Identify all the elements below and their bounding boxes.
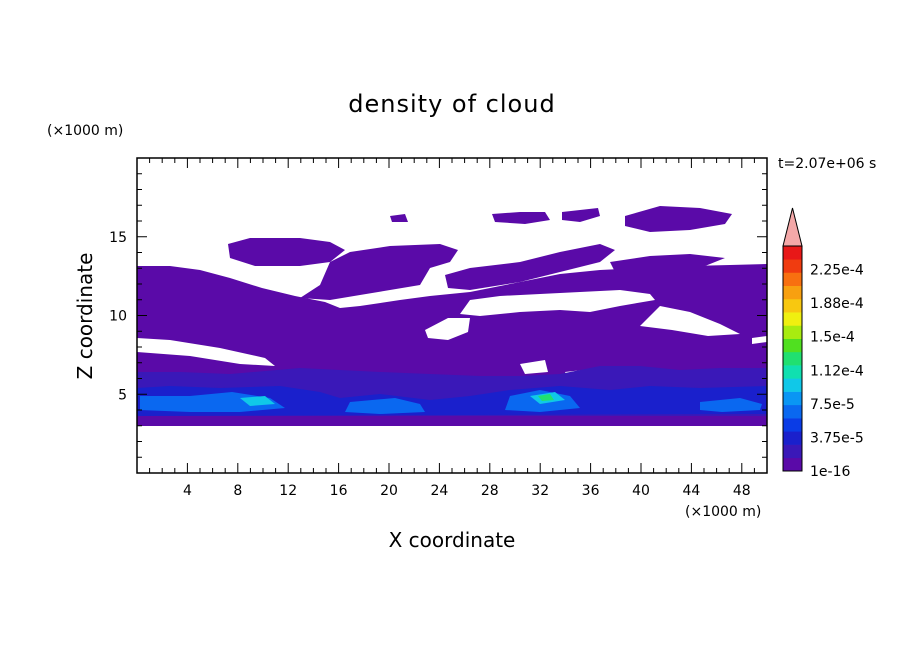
- colorbar-label: 1e-16: [810, 464, 850, 480]
- colorbar-label: 1.88e-4: [810, 296, 864, 312]
- cloud-region-core-1: [140, 392, 285, 412]
- colorbar-band: [783, 391, 802, 406]
- clear-gap-hole-2: [640, 306, 740, 336]
- cloud-region-bottom-edge: [137, 416, 767, 426]
- x-tick-label: 8: [233, 483, 242, 499]
- y-axis: 5 10 15: [109, 173, 767, 458]
- plot-area: [137, 206, 767, 473]
- x-tick-label: 24: [430, 483, 448, 499]
- colorbar-extend-arrow: [782, 207, 803, 247]
- time-label: t=2.07e+06 s: [778, 156, 876, 172]
- colorbar-band: [783, 325, 802, 339]
- y-axis-label: Z coordinate: [73, 253, 97, 380]
- colorbar-label: 1.5e-4: [810, 330, 855, 346]
- y-unit-label: (×1000 m): [47, 123, 123, 139]
- colorbar-label: 1.12e-4: [810, 363, 864, 379]
- colorbar-band: [783, 378, 802, 392]
- colorbar: 1e-16 3.75e-5 7.5e-5 1.12e-4 1.5e-4 1.88e-4 2.…: [782, 207, 864, 480]
- colorbar-band: [783, 312, 802, 326]
- colorbar-label: 7.5e-5: [810, 397, 855, 413]
- cloud-region-lower-blue: [137, 386, 767, 416]
- x-tick-label: 12: [279, 483, 297, 499]
- colorbar-band: [783, 338, 802, 353]
- x-tick-label: 4: [183, 483, 192, 499]
- cloud-region-patch-a: [390, 214, 408, 222]
- colorbar-band: [783, 285, 802, 300]
- colorbar-band: [783, 351, 802, 366]
- y-tick-label: 15: [109, 230, 127, 246]
- x-tick-label: 48: [733, 483, 751, 499]
- colorbar-band: [783, 259, 802, 273]
- clear-gap-band-left: [137, 338, 275, 366]
- x-unit-label: (×1000 m): [685, 504, 761, 520]
- y-tick-label: 10: [109, 309, 127, 325]
- x-tick-label: 44: [682, 483, 700, 499]
- clear-gap-hole-1: [425, 318, 470, 340]
- colorbar-label: 3.75e-5: [810, 430, 864, 446]
- colorbar-band: [783, 418, 802, 432]
- y-tick-label: 5: [118, 387, 127, 403]
- clear-gap-upper: [460, 290, 655, 316]
- colorbar-band: [783, 404, 802, 419]
- clear-gap-band-right: [752, 336, 767, 344]
- cloud-region-patch-b: [492, 212, 550, 224]
- cloud-region-patch-c: [562, 208, 600, 222]
- colorbar-label: 2.25e-4: [810, 263, 864, 279]
- cloud-region-upper-left: [228, 238, 345, 266]
- colorbar-band: [783, 298, 802, 313]
- clear-air-bottom: [137, 426, 767, 473]
- x-tick-label: 16: [330, 483, 348, 499]
- chart-title: density of cloud: [348, 90, 555, 118]
- colorbar-band: [783, 246, 802, 260]
- x-tick-label: 32: [531, 483, 549, 499]
- clear-gap-hole-3: [520, 360, 548, 374]
- x-axis: 4 8 12 16 20 24 28 32 36 40 44 48: [149, 158, 755, 499]
- cloud-region-peak-1: [240, 396, 275, 406]
- cloud-region-patch-e: [445, 244, 615, 290]
- x-tick-label: 20: [380, 483, 398, 499]
- colorbar-band: [783, 365, 802, 379]
- x-tick-label: 40: [632, 483, 650, 499]
- colorbar-band: [783, 444, 802, 459]
- cloud-region-core-2: [345, 398, 425, 414]
- cloud-region-peak-2-core: [538, 394, 554, 401]
- x-tick-label: 36: [582, 483, 600, 499]
- colorbar-band: [783, 431, 802, 445]
- cloud-region-upper-mid: [300, 244, 458, 300]
- colorbar-band: [783, 457, 802, 472]
- colorbar-band: [783, 272, 802, 287]
- x-tick-label: 28: [481, 483, 499, 499]
- x-axis-label: X coordinate: [389, 528, 516, 552]
- cloud-region-patch-d: [625, 206, 732, 232]
- cloud-region-core-4: [700, 398, 762, 412]
